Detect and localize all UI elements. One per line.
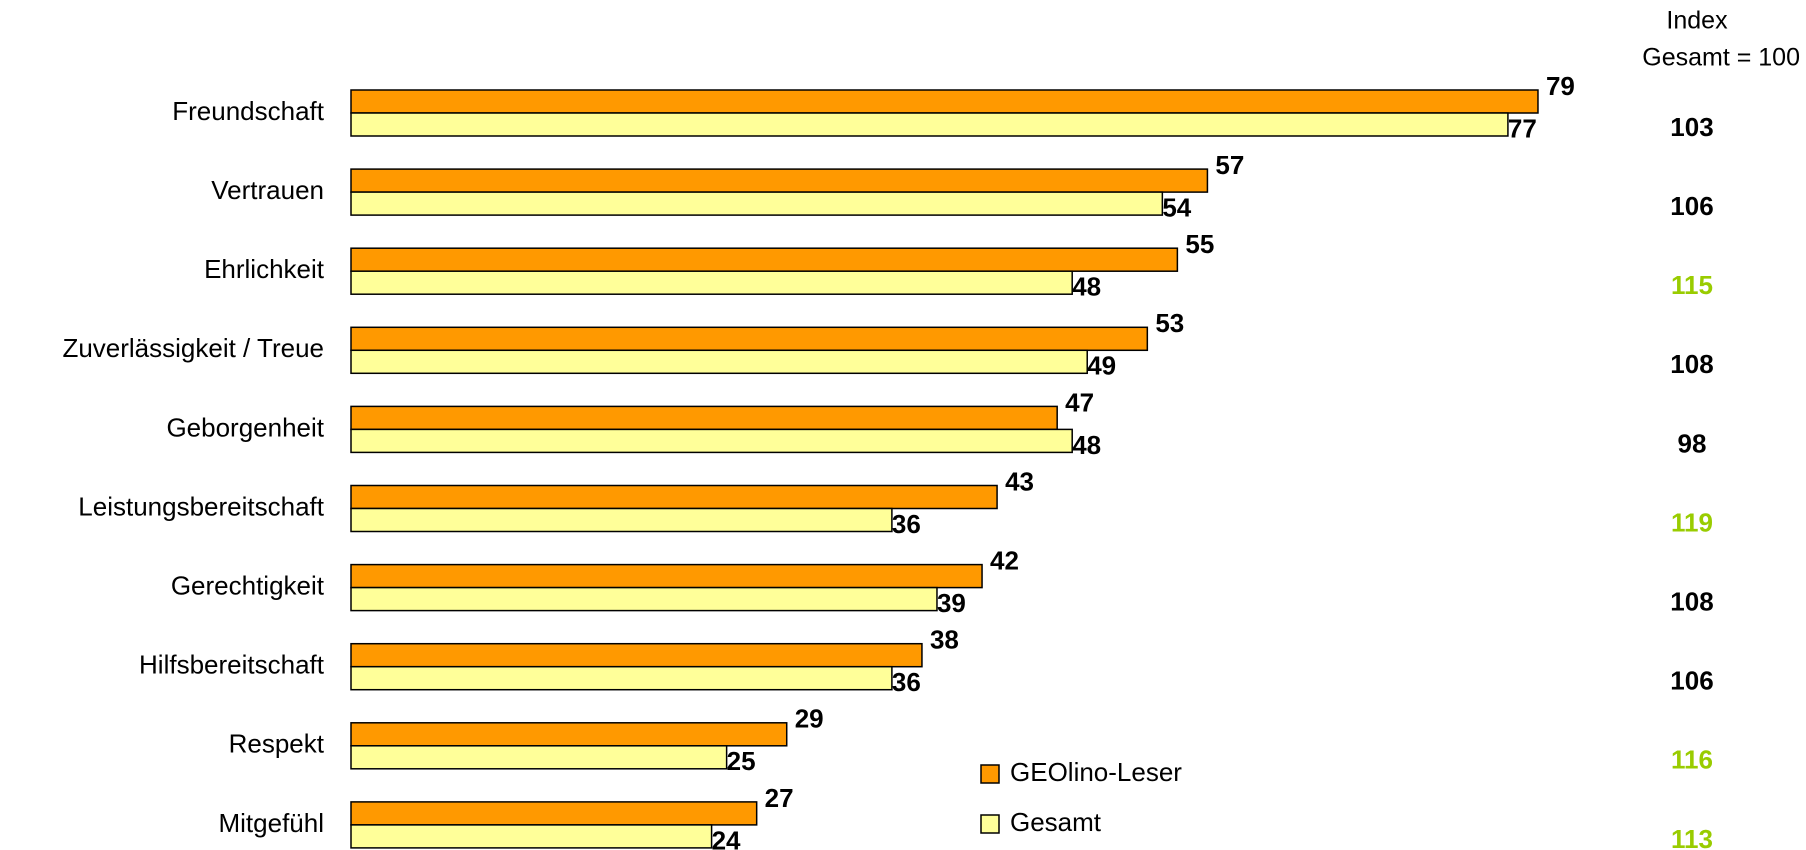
index-value: 103 <box>1670 112 1713 142</box>
bar <box>350 484 998 510</box>
category-label: Ehrlichkeit <box>204 254 325 284</box>
value-label: 77 <box>1508 113 1537 143</box>
value-label: 54 <box>1162 192 1191 222</box>
bar <box>350 168 1209 193</box>
value-label: 25 <box>727 746 756 776</box>
bar <box>350 405 1058 431</box>
category-label: Gerechtigkeit <box>171 570 325 600</box>
category-label: Zuverlässigkeit / Treue <box>62 333 324 363</box>
value-label: 36 <box>892 667 921 697</box>
index-header: Gesamt = 100 <box>1642 44 1800 72</box>
value-label: 38 <box>930 625 959 655</box>
value-label: 27 <box>765 783 794 813</box>
bar <box>350 824 713 849</box>
value-label: 57 <box>1215 150 1244 180</box>
index-value: 115 <box>1671 270 1713 300</box>
index-value: 106 <box>1670 191 1713 221</box>
value-label: 79 <box>1546 71 1575 101</box>
value-label: 48 <box>1072 272 1101 302</box>
value-label: 47 <box>1065 387 1094 417</box>
bar <box>350 89 1539 114</box>
bar <box>350 349 1088 375</box>
bar <box>350 507 893 533</box>
value-label: 55 <box>1185 229 1214 259</box>
category-label: Geborgenheit <box>166 412 324 442</box>
legend-swatch <box>980 764 1000 784</box>
legend-swatch <box>980 814 1000 834</box>
value-label: 42 <box>990 545 1019 575</box>
value-label: 39 <box>937 588 966 618</box>
bar <box>350 745 728 770</box>
index-value: 119 <box>1671 507 1713 537</box>
bar <box>350 191 1164 216</box>
bar <box>350 801 758 826</box>
bar <box>350 665 893 691</box>
index-header: Index <box>1666 7 1728 35</box>
bar <box>350 586 938 612</box>
index-value: 108 <box>1670 349 1713 379</box>
category-label: Freundschaft <box>172 96 325 126</box>
category-label: Mitgefühl <box>219 808 325 838</box>
value-label: 53 <box>1155 308 1184 338</box>
legend-label: GEOlino-Leser <box>1010 757 1182 787</box>
legend-label: Gesamt <box>1010 807 1102 837</box>
category-label: Leistungsbereitschaft <box>78 491 324 521</box>
bar <box>350 563 983 589</box>
value-label: 24 <box>712 825 741 850</box>
value-label: 36 <box>892 509 921 539</box>
index-value: 113 <box>1671 824 1713 850</box>
index-value: 106 <box>1670 666 1713 696</box>
bar <box>350 326 1149 352</box>
value-label: 43 <box>1005 466 1034 496</box>
value-label: 49 <box>1087 351 1116 381</box>
index-value: 108 <box>1670 586 1713 616</box>
bar <box>350 270 1073 295</box>
value-label: 48 <box>1072 430 1101 460</box>
bar <box>350 722 788 747</box>
bar <box>350 247 1179 272</box>
index-value: 116 <box>1671 745 1713 775</box>
category-label: Vertrauen <box>211 175 324 205</box>
bar <box>350 112 1509 137</box>
bar <box>350 642 923 668</box>
bar <box>350 428 1073 454</box>
category-label: Hilfsbereitschaft <box>139 650 325 680</box>
category-label: Respekt <box>229 729 325 759</box>
value-label: 29 <box>795 704 824 734</box>
index-value: 98 <box>1678 428 1707 458</box>
